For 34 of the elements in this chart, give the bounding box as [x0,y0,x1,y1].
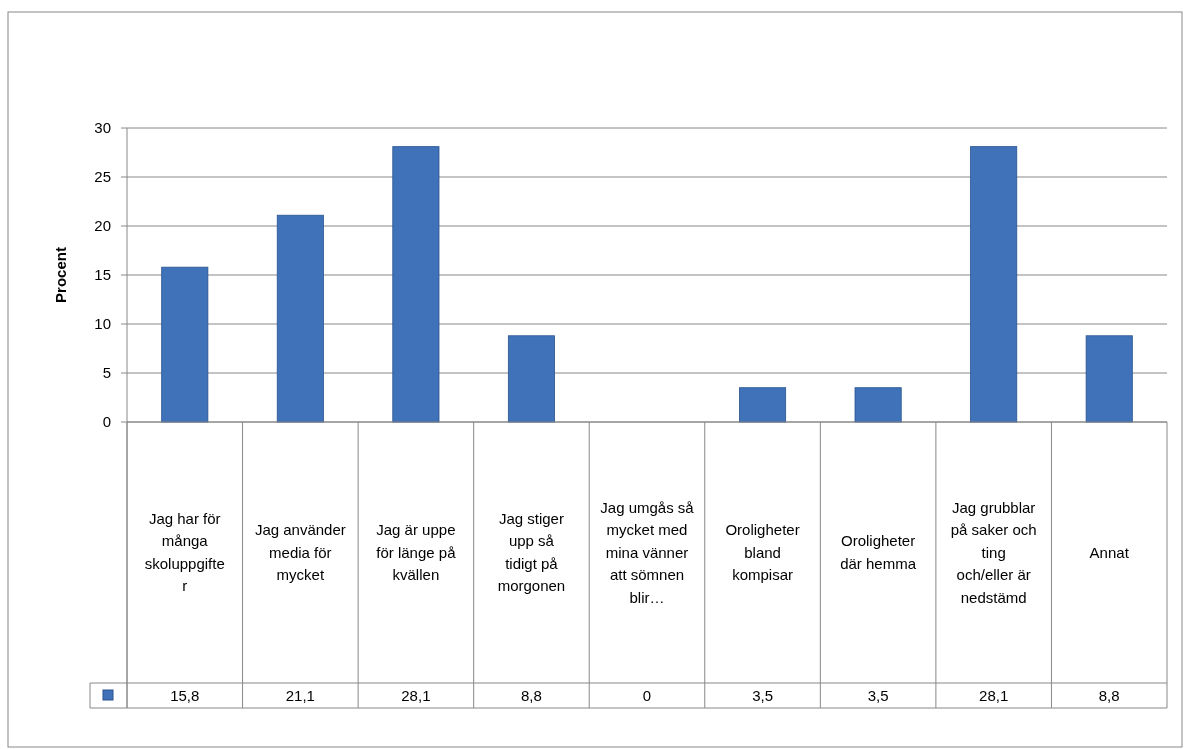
y-axis-title: Procent [52,247,69,303]
data-label: 3,5 [752,686,773,704]
bar [392,146,440,423]
y-tick-label: 30 [94,119,111,137]
data-label: 8,8 [1098,686,1120,704]
data-label: 28,1 [401,686,431,704]
x-tick-label: Oroligheter bland kompisar [725,521,800,583]
data-label: 0 [642,686,652,704]
x-tick-label: Jag har för många skoluppgifter [144,509,225,595]
data-label: 8,8 [521,686,542,704]
bar [507,335,555,423]
bar [970,146,1018,423]
data-label: 21,1 [285,686,315,704]
x-tick-label: Jag är uppe för länge på kvällen [376,521,457,583]
bar [1085,335,1133,423]
data-label: 15,8 [170,686,200,704]
y-tick-label: 5 [102,364,111,382]
x-tick-label: Oroligheter där hemma [840,532,917,572]
y-tick-label: 15 [94,266,111,284]
bar [854,387,902,423]
y-tick-label: 10 [94,315,111,333]
bar [161,266,209,423]
y-tick-label: 0 [102,413,111,431]
y-tick-label: 20 [94,217,111,235]
x-tick-label: Jag umgås så mycket med mina vänner att sömnen blir… [600,498,695,606]
data-label: 28,1 [979,686,1009,704]
x-tick-label: Jag använder media för mycket [254,521,346,583]
y-tick-label: 25 [94,168,111,186]
x-tick-label: Jag stiger upp så tidigt på morgonen [497,509,566,595]
x-tick-label: Annat [1089,543,1130,561]
x-tick-label: Jag grubblar på saker och ting och/eller är nedstämd [950,498,1037,606]
bar [739,387,787,423]
bar [276,214,324,423]
data-label: 3,5 [867,686,889,704]
